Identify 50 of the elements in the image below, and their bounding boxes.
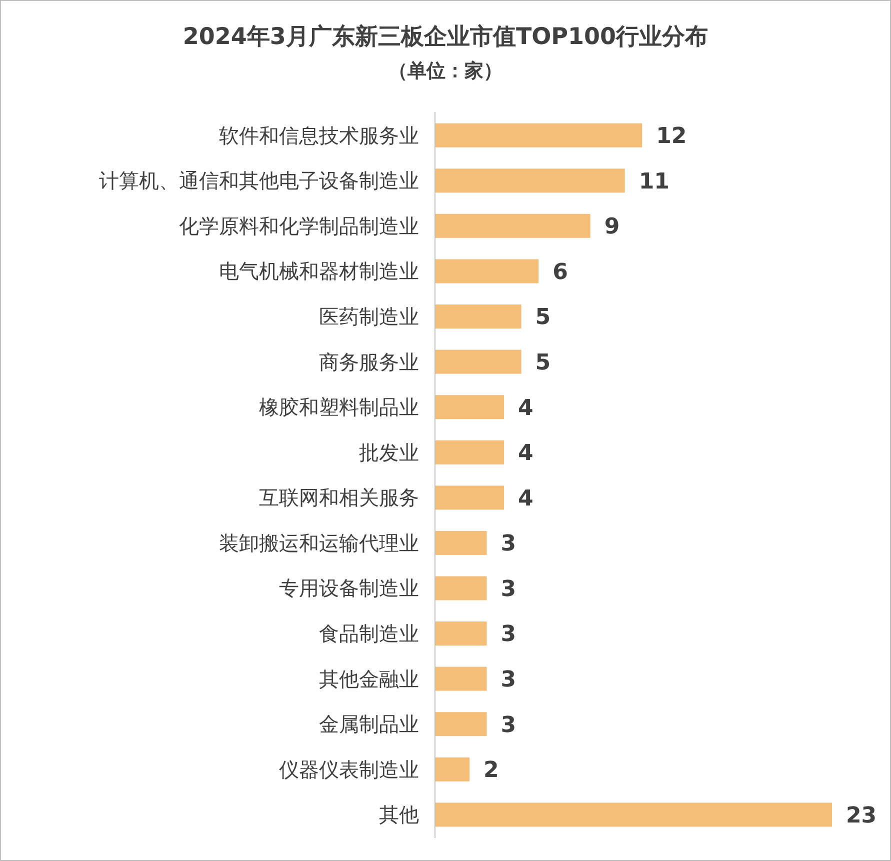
y-tick-label: 商务服务业 [319, 350, 419, 374]
data-label: 11 [638, 169, 670, 194]
data-label: 3 [500, 712, 516, 738]
y-tick-label: 食品制造业 [319, 622, 419, 646]
y-tick-label: 软件和信息技术服务业 [219, 123, 419, 148]
bar [435, 259, 539, 284]
bar [435, 622, 487, 646]
y-tick-label: 专用设备制造业 [279, 576, 419, 600]
data-label: 5 [535, 305, 551, 330]
bar [435, 395, 504, 420]
bar [435, 123, 642, 148]
y-tick-label: 其他金融业 [319, 666, 419, 691]
bar [435, 440, 504, 464]
data-label: 3 [500, 576, 516, 602]
y-tick-label: 批发业 [359, 440, 419, 464]
y-tick-label: 医药制造业 [319, 304, 419, 328]
bar [435, 576, 487, 600]
bar [435, 666, 487, 691]
data-label: 23 [846, 803, 877, 828]
data-label: 4 [518, 396, 534, 421]
y-tick-label: 仪器仪表制造业 [279, 757, 419, 782]
bar [435, 802, 832, 827]
data-label: 4 [518, 441, 534, 466]
bar [435, 757, 470, 782]
data-label: 5 [535, 350, 551, 376]
data-label: 4 [518, 486, 534, 512]
bar [435, 530, 487, 555]
y-tick-label: 互联网和相关服务 [259, 486, 419, 510]
y-tick-label: 装卸搬运和运输代理业 [219, 530, 419, 555]
data-label: 12 [656, 124, 687, 150]
bar [435, 168, 625, 193]
data-label: 3 [500, 532, 516, 557]
data-label: 6 [552, 260, 568, 285]
y-tick-label: 其他 [379, 802, 419, 827]
data-label: 3 [500, 668, 516, 693]
y-tick-label: 化学原料和化学制品制造业 [179, 214, 419, 238]
data-label: 9 [604, 214, 620, 240]
y-tick-label: 橡胶和塑料制品业 [259, 395, 419, 420]
data-label: 2 [484, 758, 499, 784]
data-label: 3 [500, 622, 516, 648]
bar [435, 712, 487, 736]
y-tick-label: 电气机械和器材制造业 [219, 259, 419, 284]
y-tick-label: 金属制品业 [319, 712, 419, 736]
chart-subtitle: （单位：家） [388, 60, 502, 82]
y-tick-label: 计算机、通信和其他电子设备制造业 [99, 168, 419, 193]
bar [435, 486, 504, 510]
chart-title: 2024年3月广东新三板企业市值TOP100行业分布 [182, 23, 708, 50]
bar [435, 214, 590, 238]
bar [435, 304, 522, 328]
bar [435, 350, 522, 374]
